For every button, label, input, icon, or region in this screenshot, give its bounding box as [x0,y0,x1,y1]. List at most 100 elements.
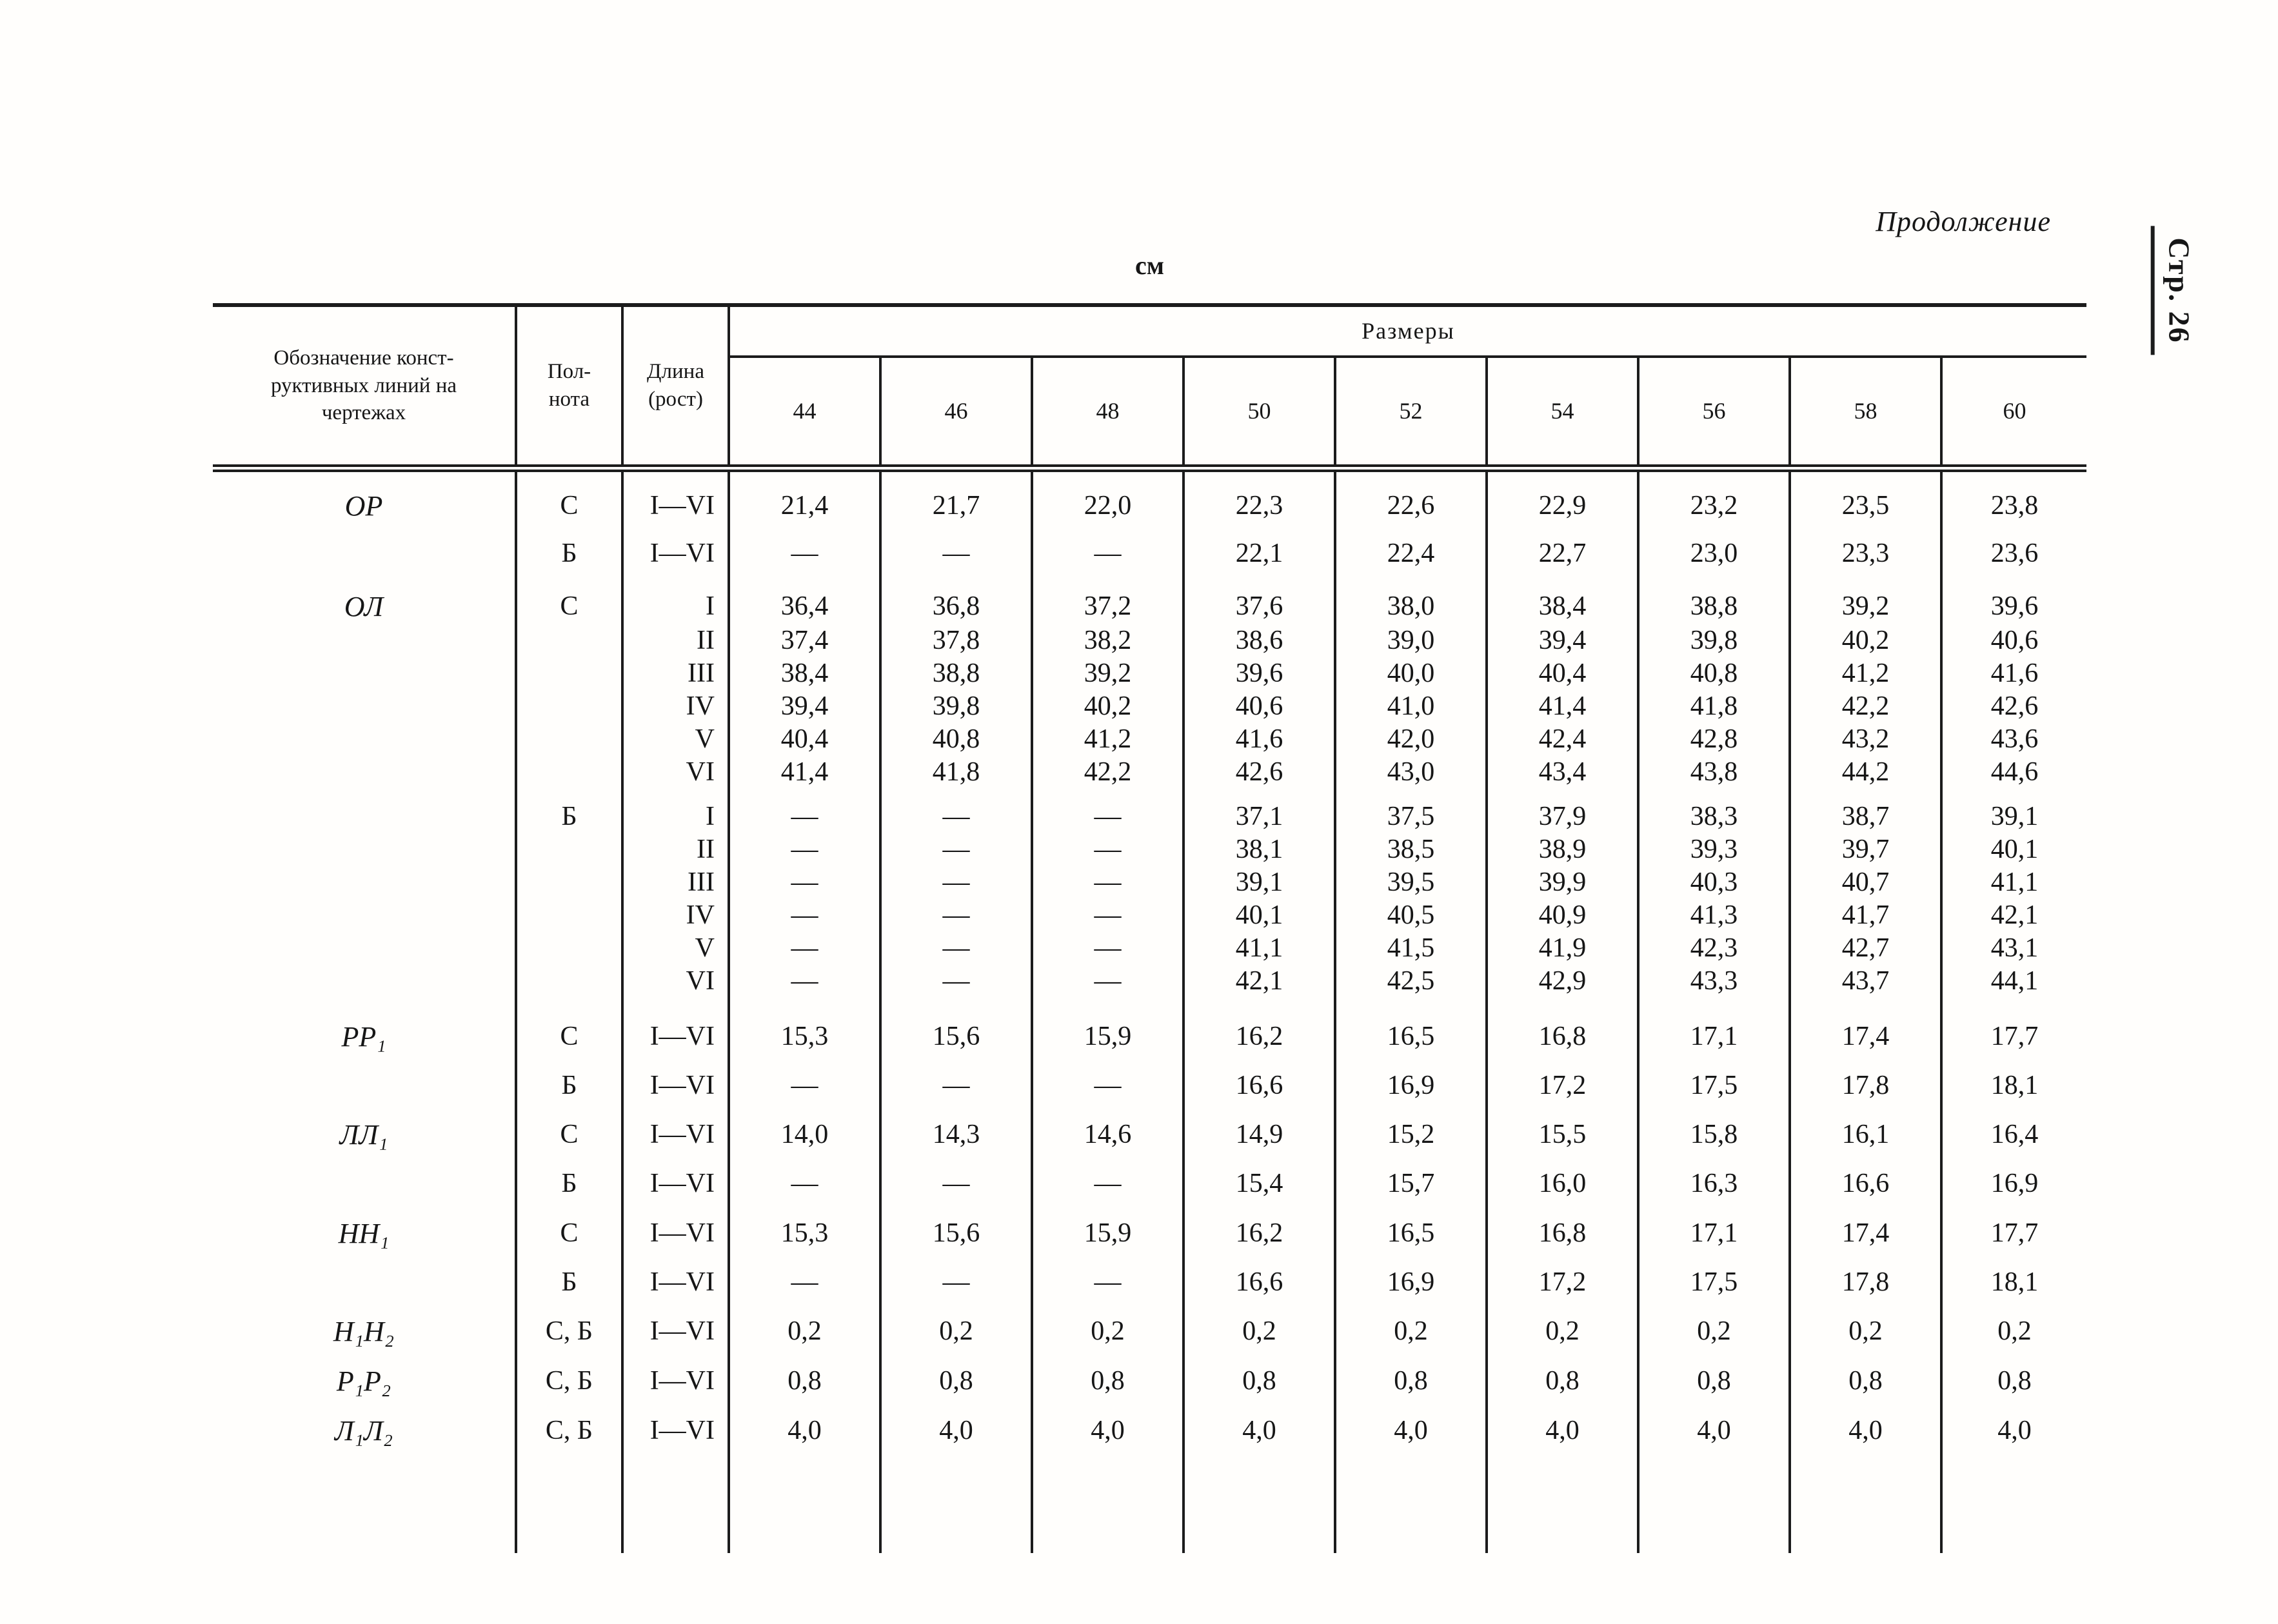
value-cell: 44,6 [1940,755,2086,789]
value-cell: 43,6 [1940,722,2086,756]
value-cell: — [1031,964,1184,998]
value-cell: 38,1 [1182,833,1335,866]
value-cell: 22,3 [1182,468,1335,530]
value-cell: 40,4 [1485,657,1638,690]
value-cell: 0,8 [1031,1356,1184,1407]
value-cell: — [1031,931,1184,965]
value-cell: 14,6 [1031,1110,1184,1160]
value-cell: 23,5 [1788,468,1941,530]
value-cell: — [728,1062,880,1111]
value-cell: — [1031,530,1184,579]
value-cell: 0,8 [1485,1356,1638,1407]
value-cell: 40,7 [1788,866,1941,899]
value-cell: 17,7 [1940,1208,2086,1258]
value-cell: 16,5 [1334,997,1487,1062]
value-cell: 38,3 [1637,788,1790,833]
value-cell: — [728,1160,880,1209]
value-cell: 0,2 [1031,1306,1184,1357]
designation-cell [213,624,516,657]
value-cell: 42,7 [1788,931,1941,965]
value-cell: 39,1 [1940,788,2086,833]
value-cell: 16,8 [1485,997,1638,1062]
value-cell: 16,9 [1940,1160,2086,1209]
table-row: VI 41,4 41,8 42,2 42,6 43,0 43,4 43,8 44,2 44,6 [213,755,2086,789]
value-cell: 0,8 [1182,1356,1335,1407]
fullness-cell [515,755,622,789]
value-cell: — [879,1160,1032,1209]
value-cell: 37,2 [1031,578,1184,624]
table-header: Обозначение конст- руктивных линий на че… [213,303,2086,472]
length-cell: I—VI [621,1306,729,1357]
value-cell: 16,6 [1182,1062,1335,1111]
continuation-label: Продолжение [1876,206,2051,237]
value-cell: 0,2 [1334,1306,1487,1357]
value-cell: 38,9 [1485,833,1638,866]
value-cell: 16,0 [1485,1160,1638,1209]
value-cell: 37,5 [1334,788,1487,833]
designation-cell [213,1062,516,1110]
value-cell: 16,6 [1182,1258,1335,1307]
spacer-cell [621,1456,729,1553]
table-row: РР₁ С I—VI 15,3 15,6 15,9 16,2 16,5 16,8 17,1 17,4… [213,997,2086,1062]
length-cell: II [621,624,729,657]
value-cell: 0,8 [1637,1356,1790,1407]
value-cell: 0,2 [1637,1306,1790,1357]
value-cell: 22,6 [1334,468,1487,530]
designation-cell [213,899,516,932]
value-cell: 42,9 [1485,964,1638,998]
spacer-cell [1788,1456,1941,1553]
fullness-cell: Б [515,1062,622,1111]
table-row: ОР С I—VI 21,4 21,7 22,0 22,3 22,6 22,9 23,2 23,5 2… [213,468,2086,530]
value-cell: 16,2 [1182,1208,1335,1258]
designation-cell [213,932,516,965]
value-cell: 38,4 [1485,578,1638,624]
length-cell: III [621,866,729,899]
value-cell: 15,2 [1334,1110,1487,1160]
length-cell: I—VI [621,1356,729,1407]
table-row: IV — — —40,1 40,5 40,9 41,3 41,7 42,1 [213,898,2086,932]
value-cell: — [728,964,880,998]
value-cell: 22,7 [1485,530,1638,579]
fullness-cell [515,833,622,866]
value-cell: 15,7 [1334,1160,1487,1209]
value-cell: 44,2 [1788,755,1941,789]
designation-cell: Л₁Л₂ [334,1415,393,1447]
value-cell: 18,1 [1940,1062,2086,1111]
length-cell: IV [621,898,729,932]
value-cell: 0,2 [728,1306,880,1357]
length-cell: II [621,833,729,866]
value-cell: 40,2 [1788,624,1941,657]
value-cell: 18,1 [1940,1258,2086,1307]
value-cell: 4,0 [1485,1406,1638,1456]
value-cell: 39,8 [879,689,1032,723]
value-cell: 40,0 [1334,657,1487,690]
value-cell: 15,3 [728,997,880,1062]
designation-cell [213,657,516,690]
table-row: Б I—VI — — —15,4 15,7 16,0 16,3 16,6 16,9 [213,1160,2086,1209]
designation-cell: ОР [344,490,383,522]
value-cell: 39,0 [1334,624,1487,657]
value-cell: 40,6 [1940,624,2086,657]
table-row: V — — —41,1 41,5 41,9 42,3 42,7 43,1 [213,931,2086,965]
value-cell: 15,6 [879,1208,1032,1258]
value-cell: 43,8 [1637,755,1790,789]
length-cell: I [621,578,729,624]
value-cell: 41,7 [1788,898,1941,932]
value-cell: 0,2 [1940,1306,2086,1357]
header-size-50: 50 [1182,357,1335,472]
value-cell: — [1031,833,1184,866]
designation-cell: РР₁ [341,1020,386,1053]
value-cell: — [728,931,880,965]
value-cell: 40,6 [1182,689,1335,723]
value-cell: 4,0 [1182,1406,1335,1456]
value-cell: 40,1 [1182,898,1335,932]
designation-cell [213,866,516,899]
value-cell: 40,3 [1637,866,1790,899]
value-cell: 43,7 [1788,964,1941,998]
table-row: Б I—VI — — —16,6 16,9 17,2 17,5 17,8 18,1 [213,1258,2086,1307]
table-row: Л₁Л₂ С, Б I—VI 4,0 4,0 4,0 4,0 4,0 4,0 4,0 4,0 4,0 [213,1406,2086,1456]
designation-cell [213,1258,516,1307]
value-cell: — [1031,898,1184,932]
value-cell: 14,0 [728,1110,880,1160]
value-cell: 44,1 [1940,964,2086,998]
